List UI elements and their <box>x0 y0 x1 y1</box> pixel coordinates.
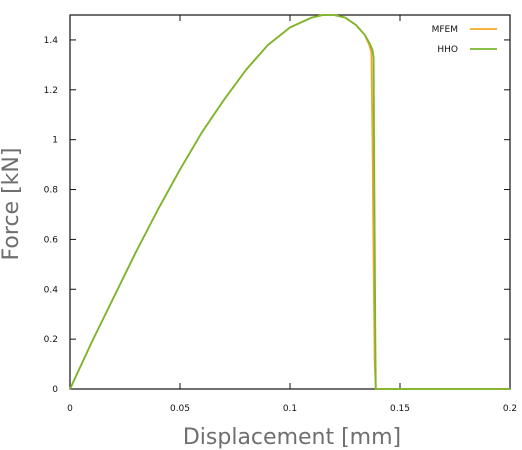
legend-label: MFEM <box>432 25 458 35</box>
y-axis-title: Force [kN] <box>0 148 24 261</box>
x-tick-label: 0.15 <box>390 404 410 414</box>
y-tick-label: 1 <box>52 136 58 146</box>
tick-labels: 0 0.05 0.1 0.15 0.2 0 0.2 0.4 0.6 0.8 1 1.2 1.4 <box>44 36 517 414</box>
x-tick-label: 0.05 <box>170 404 190 414</box>
y-tick-label: 0.4 <box>44 285 59 295</box>
y-tick-label: 0.8 <box>44 186 59 196</box>
x-tick-label: 0 <box>67 404 73 414</box>
x-tick-label: 0.1 <box>283 404 297 414</box>
x-axis-title: Displacement [mm] <box>183 425 401 450</box>
y-tick-label: 1.2 <box>44 86 58 96</box>
legend: MFEM HHO <box>432 25 497 55</box>
x-tick-label: 0.2 <box>503 404 517 414</box>
y-tick-label: 0 <box>52 385 58 395</box>
legend-label: HHO <box>437 45 458 55</box>
y-tick-label: 0.6 <box>44 235 59 245</box>
ticks <box>69 15 511 390</box>
y-tick-label: 1.4 <box>44 36 59 46</box>
series-lines <box>69 14 510 390</box>
series-line-hho <box>69 14 510 390</box>
plot-frame <box>69 14 511 390</box>
y-tick-label: 0.2 <box>44 335 58 345</box>
series-line-mfem <box>69 14 510 390</box>
